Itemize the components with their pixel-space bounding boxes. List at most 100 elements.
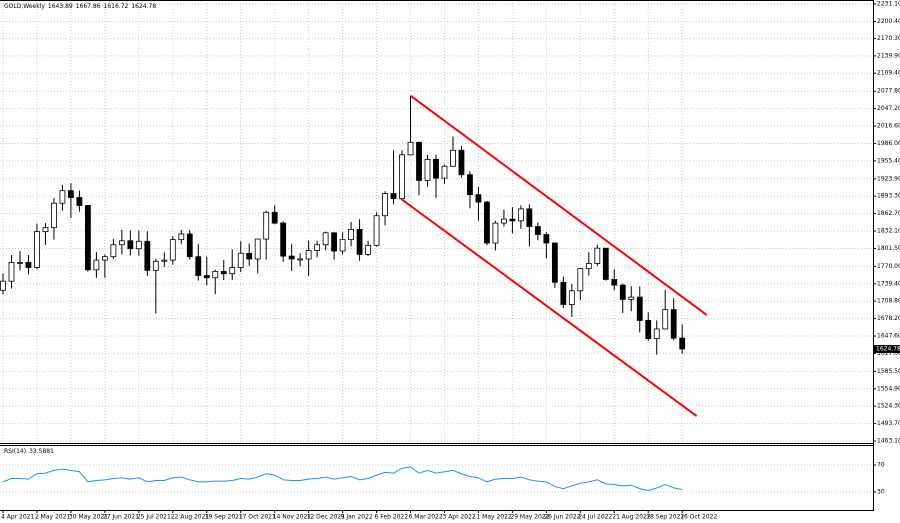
x-tick-label: 21 Aug 2022 bbox=[612, 514, 651, 521]
candle-body bbox=[118, 240, 125, 246]
y-tick-label: 1893.30 bbox=[877, 193, 900, 200]
candle-body bbox=[220, 271, 227, 275]
candle-body bbox=[458, 149, 465, 176]
x-tick-label: 22 Aug 2021 bbox=[171, 514, 210, 521]
candle-body bbox=[186, 233, 193, 258]
x-tick-label: 9 Jan 2022 bbox=[341, 514, 373, 521]
candle-body bbox=[475, 194, 482, 203]
candle-body bbox=[653, 328, 660, 340]
candle-body bbox=[17, 261, 23, 264]
y-tick-label: 1678.20 bbox=[877, 315, 900, 322]
candle-body bbox=[254, 238, 261, 260]
x-tick-label: 29 May 2022 bbox=[510, 514, 549, 521]
candle-body bbox=[450, 149, 456, 167]
candle-body bbox=[619, 284, 626, 300]
candle-body bbox=[8, 261, 15, 282]
last-low: 1616.72 bbox=[104, 3, 129, 10]
candle-body bbox=[203, 275, 210, 279]
x-tick-label: 2 May 2021 bbox=[35, 514, 70, 521]
candle-body bbox=[526, 208, 533, 227]
candle-body bbox=[169, 239, 176, 261]
candle-body bbox=[322, 232, 329, 246]
last-high: 1667.86 bbox=[76, 3, 101, 10]
candle-body bbox=[246, 252, 253, 260]
y-tick-label: 2016.60 bbox=[877, 123, 900, 130]
x-tick-label: 25 Jul 2021 bbox=[137, 514, 171, 521]
candle-body bbox=[34, 231, 40, 268]
y-tick-label: 1554.90 bbox=[877, 385, 900, 392]
candle-body bbox=[305, 250, 312, 260]
candle-body bbox=[390, 193, 397, 200]
candle-body bbox=[670, 309, 677, 339]
trend-line bbox=[409, 94, 708, 316]
x-tick-label: 6 Mar 2022 bbox=[409, 514, 443, 521]
candle-body bbox=[127, 240, 134, 250]
y-tick-label: 2200.40 bbox=[877, 18, 900, 25]
y-tick-label: 1463.10 bbox=[877, 438, 900, 445]
trend-line bbox=[400, 198, 698, 417]
y-tick-label: 1617.00 bbox=[877, 350, 900, 357]
candle-body bbox=[314, 244, 321, 251]
y-tick-label: 1862.70 bbox=[877, 210, 900, 217]
candle-body bbox=[594, 247, 601, 264]
candle-body bbox=[93, 259, 100, 271]
candle-body bbox=[433, 158, 439, 179]
x-tick-label: 26 Jun 2022 bbox=[544, 514, 580, 521]
candle-body bbox=[602, 247, 609, 280]
candle-body bbox=[25, 261, 32, 268]
candle-body bbox=[399, 154, 405, 200]
y-tick-label: 1955.40 bbox=[877, 157, 900, 164]
candle-body bbox=[568, 290, 575, 305]
candle-body bbox=[195, 256, 202, 276]
candle-body bbox=[348, 228, 354, 241]
rsi-last: 33.5881 bbox=[29, 448, 54, 455]
y-tick-label: 2047.20 bbox=[877, 105, 900, 112]
candle-body bbox=[628, 296, 635, 300]
candle-body bbox=[68, 190, 74, 198]
y-tick-label: 2139.90 bbox=[877, 52, 900, 59]
candle-body bbox=[585, 263, 592, 270]
candle-body bbox=[51, 202, 57, 229]
candle-body bbox=[144, 240, 151, 271]
candle-body bbox=[543, 234, 550, 244]
y-tick-label: 1585.50 bbox=[877, 368, 900, 375]
x-tick-label: 4 Apr 2021 bbox=[1, 514, 34, 521]
indicator-title: RSI(14) 33.5881 bbox=[4, 448, 54, 455]
y-tick-label: 2077.80 bbox=[877, 88, 900, 95]
y-tick-label: 1770.00 bbox=[877, 263, 900, 270]
x-tick-label: 1 May 2022 bbox=[476, 514, 511, 521]
candle-body bbox=[501, 218, 507, 224]
x-tick-label: 30 May 2021 bbox=[69, 514, 108, 521]
last-close: 1624.78 bbox=[131, 3, 156, 10]
y-tick-label: 30 bbox=[877, 488, 885, 495]
grid bbox=[0, 0, 873, 493]
candle-body bbox=[373, 215, 380, 246]
candle-body bbox=[135, 240, 142, 250]
y-tick-label: 1524.30 bbox=[877, 403, 900, 410]
candle-body bbox=[42, 227, 49, 233]
y-tick-label: 2170.30 bbox=[877, 35, 900, 42]
candle-body bbox=[161, 259, 168, 262]
candle-body bbox=[288, 255, 295, 260]
candle-body bbox=[178, 233, 185, 241]
candle-body bbox=[407, 141, 414, 156]
candle-body bbox=[611, 279, 618, 286]
candle-body bbox=[331, 232, 338, 252]
rsi-line bbox=[2, 466, 683, 492]
x-tick-label: 17 Oct 2021 bbox=[239, 514, 276, 521]
candle-body bbox=[152, 260, 159, 271]
candle-body bbox=[297, 258, 304, 261]
candle-body bbox=[679, 337, 686, 350]
candle-body bbox=[534, 226, 541, 235]
candle-body bbox=[467, 174, 473, 196]
chart-title: GOLD,Weekly 1643.89 1667.86 1616.72 1624.78 bbox=[4, 3, 156, 10]
y-tick-label: 1986.00 bbox=[877, 140, 900, 147]
candle-body bbox=[85, 205, 91, 271]
candle-body bbox=[551, 242, 558, 283]
x-tick-label: 12 Dec 2021 bbox=[307, 514, 346, 521]
x-tick-label: 18 Sep 2022 bbox=[646, 514, 684, 521]
candle-body bbox=[577, 268, 584, 292]
candle-body bbox=[101, 256, 108, 261]
